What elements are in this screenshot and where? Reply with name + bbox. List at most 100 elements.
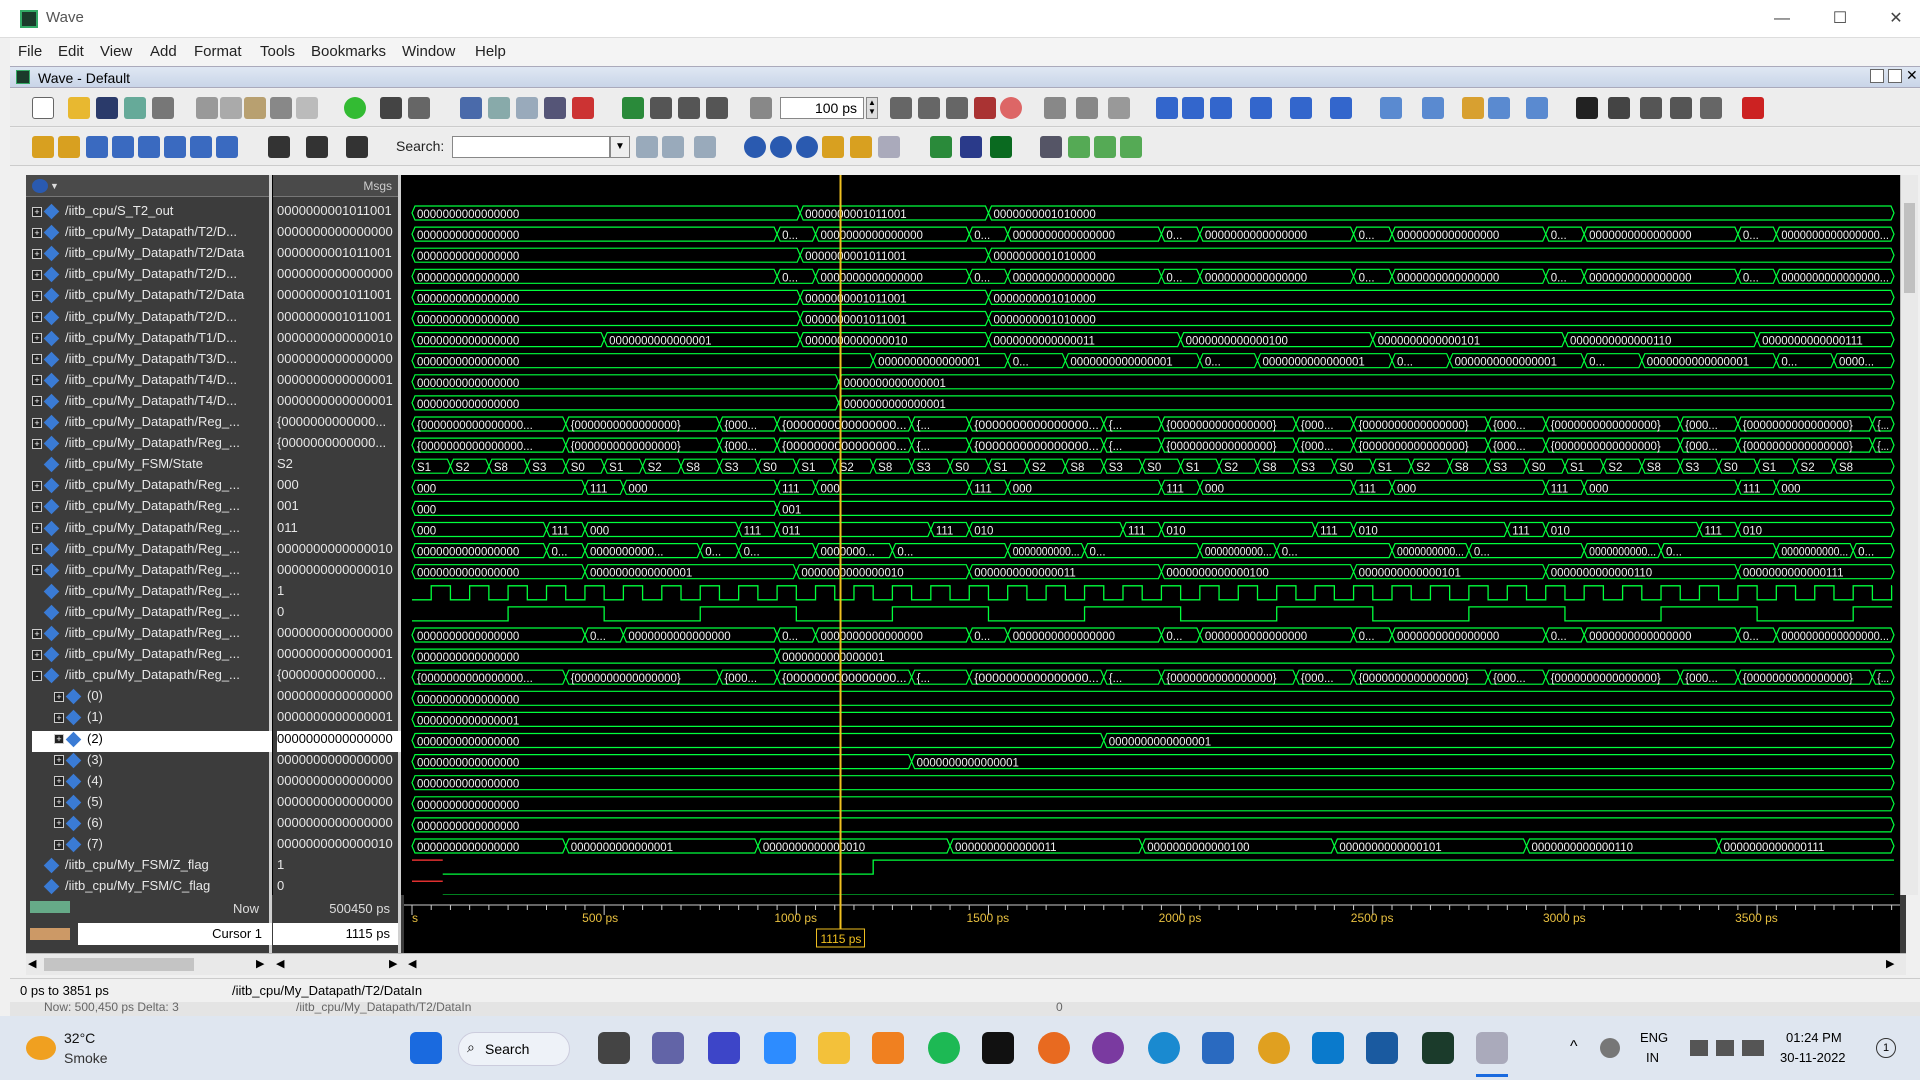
- open-folder-icon[interactable]: [68, 97, 90, 119]
- expand-time-icon[interactable]: [268, 136, 290, 158]
- expand-icon[interactable]: +: [54, 797, 64, 808]
- app-icon-3[interactable]: [1476, 1032, 1508, 1064]
- forward-icon[interactable]: [706, 97, 728, 119]
- insert-break-icon[interactable]: [960, 136, 982, 158]
- expand-icon[interactable]: +: [54, 818, 64, 829]
- step-next-icon[interactable]: [1182, 97, 1204, 119]
- edge-icon[interactable]: [1148, 1032, 1180, 1064]
- wave-edge-4-icon[interactable]: [112, 136, 134, 158]
- app-icon-2[interactable]: [1366, 1032, 1398, 1064]
- vertical-scrollbar[interactable]: [1900, 175, 1918, 895]
- menu-edit[interactable]: Edit: [58, 43, 84, 60]
- pane-undock-icon[interactable]: [1888, 69, 1902, 83]
- expand-icon[interactable]: +: [32, 396, 42, 407]
- vlc-icon[interactable]: [872, 1032, 904, 1064]
- weather-condition[interactable]: Smoke: [64, 1050, 108, 1066]
- clock-time[interactable]: 01:24 PM: [1786, 1030, 1842, 1045]
- layout-5-icon[interactable]: [1526, 97, 1548, 119]
- select-pointer-icon[interactable]: [1576, 97, 1598, 119]
- header-dropdown-icon[interactable]: ▼: [50, 181, 59, 191]
- signal-name-row[interactable]: + /iitb_cpu/My_Datapath/Reg_...: [32, 625, 272, 646]
- menu-view[interactable]: View: [100, 43, 133, 60]
- up-icon[interactable]: [650, 97, 672, 119]
- reload-icon[interactable]: [124, 97, 146, 119]
- names-scroll-right-icon[interactable]: ▶: [256, 958, 265, 970]
- signal-name-row[interactable]: + /iitb_cpu/My_Datapath/T2/D...: [32, 309, 272, 330]
- header-globe-icon[interactable]: [32, 179, 48, 193]
- values-scroll-right-icon[interactable]: ▶: [389, 958, 398, 970]
- close-button[interactable]: ✕: [1889, 10, 1903, 27]
- expand-icon[interactable]: +: [32, 227, 42, 238]
- zoom-in-icon[interactable]: [744, 136, 766, 158]
- menu-format[interactable]: Format: [194, 43, 242, 60]
- menu-window[interactable]: Window: [402, 43, 456, 60]
- expand-icon[interactable]: +: [32, 544, 42, 555]
- save-icon[interactable]: [96, 97, 118, 119]
- signal-name-row[interactable]: + /iitb_cpu/S_T2_out: [32, 203, 272, 224]
- step-back-icon[interactable]: [1290, 97, 1312, 119]
- layout-2-icon[interactable]: [1422, 97, 1444, 119]
- paste-icon[interactable]: [244, 97, 266, 119]
- simulate-icon[interactable]: [516, 97, 538, 119]
- cursor-name[interactable]: Cursor 1: [78, 923, 272, 945]
- wave-edge-8-icon[interactable]: [216, 136, 238, 158]
- tray-chevron-icon[interactable]: ^: [1570, 1038, 1578, 1055]
- wave-edge-7-icon[interactable]: [190, 136, 212, 158]
- signal-name-row[interactable]: + /iitb_cpu/My_Datapath/T3/D...: [32, 351, 272, 372]
- compile-icon[interactable]: [460, 97, 482, 119]
- weather-temp[interactable]: 32°C: [64, 1030, 96, 1046]
- expand-icon[interactable]: +: [32, 649, 42, 660]
- expand-icon[interactable]: +: [32, 501, 42, 512]
- task-view-icon[interactable]: [598, 1032, 630, 1064]
- signal-name-row[interactable]: /iitb_cpu/My_FSM/State: [32, 456, 272, 477]
- signal-name-row[interactable]: + (1): [32, 709, 272, 730]
- zoom-last-icon[interactable]: [878, 136, 900, 158]
- delta-time-icon[interactable]: [346, 136, 368, 158]
- menu-help[interactable]: Help: [475, 43, 506, 60]
- notepad-icon[interactable]: [1202, 1032, 1234, 1064]
- signal-name-row[interactable]: + /iitb_cpu/My_Datapath/Reg_...: [32, 520, 272, 541]
- lang-primary[interactable]: ENG: [1640, 1030, 1669, 1045]
- compile-all-icon[interactable]: [488, 97, 510, 119]
- expand-icon[interactable]: +: [32, 628, 42, 639]
- expand-icon[interactable]: +: [32, 354, 42, 365]
- expand-icon[interactable]: +: [32, 269, 42, 280]
- edge-any-icon[interactable]: [1120, 136, 1142, 158]
- break-run-icon[interactable]: [974, 97, 996, 119]
- expand-icon[interactable]: +: [54, 839, 64, 850]
- expand-icon[interactable]: +: [32, 565, 42, 576]
- edge-fall-icon[interactable]: [1094, 136, 1116, 158]
- insert-group-icon[interactable]: [990, 136, 1012, 158]
- values-scroll-left-icon[interactable]: ◀: [276, 958, 285, 970]
- menu-file[interactable]: File: [18, 43, 43, 60]
- cursor-icons[interactable]: [30, 928, 70, 940]
- wave-edge-5-icon[interactable]: [138, 136, 160, 158]
- vscode-icon[interactable]: [1312, 1032, 1344, 1064]
- modelsim-icon[interactable]: [1422, 1032, 1454, 1064]
- expand-icon[interactable]: +: [54, 691, 64, 702]
- wifi-icon[interactable]: [1690, 1040, 1708, 1056]
- signal-name-row[interactable]: + (4): [32, 773, 272, 794]
- step-down-icon[interactable]: [1250, 97, 1272, 119]
- continue-icon[interactable]: [918, 97, 940, 119]
- stop-icon[interactable]: [572, 97, 594, 119]
- tray-sync-icon[interactable]: [1600, 1038, 1620, 1058]
- zoom-range-icon[interactable]: [850, 136, 872, 158]
- signal-name-row[interactable]: + /iitb_cpu/My_Datapath/Reg_...: [32, 646, 272, 667]
- signal-name-row[interactable]: + /iitb_cpu/My_Datapath/T2/Data: [32, 245, 272, 266]
- expand-icon[interactable]: +: [32, 480, 42, 491]
- fill-icon[interactable]: [1040, 136, 1062, 158]
- search-next-icon[interactable]: [662, 136, 684, 158]
- copy-icon[interactable]: [220, 97, 242, 119]
- signal-name-row[interactable]: + /iitb_cpu/My_Datapath/T2/D...: [32, 224, 272, 245]
- signal-name-row[interactable]: + /iitb_cpu/My_Datapath/Reg_...: [32, 414, 272, 435]
- signal-name-row[interactable]: /iitb_cpu/My_Datapath/Reg_...: [32, 583, 272, 604]
- signal-name-row[interactable]: + /iitb_cpu/My_Datapath/Reg_...: [32, 562, 272, 583]
- add-icon[interactable]: [344, 97, 366, 119]
- taskbar-search[interactable]: Search ⌕: [458, 1032, 570, 1066]
- volume-icon[interactable]: [1716, 1040, 1734, 1056]
- signal-name-row[interactable]: + (0): [32, 688, 272, 709]
- expand-icon[interactable]: +: [32, 417, 42, 428]
- vertical-scroll-thumb[interactable]: [1904, 203, 1915, 293]
- expand-icon[interactable]: +: [54, 734, 64, 745]
